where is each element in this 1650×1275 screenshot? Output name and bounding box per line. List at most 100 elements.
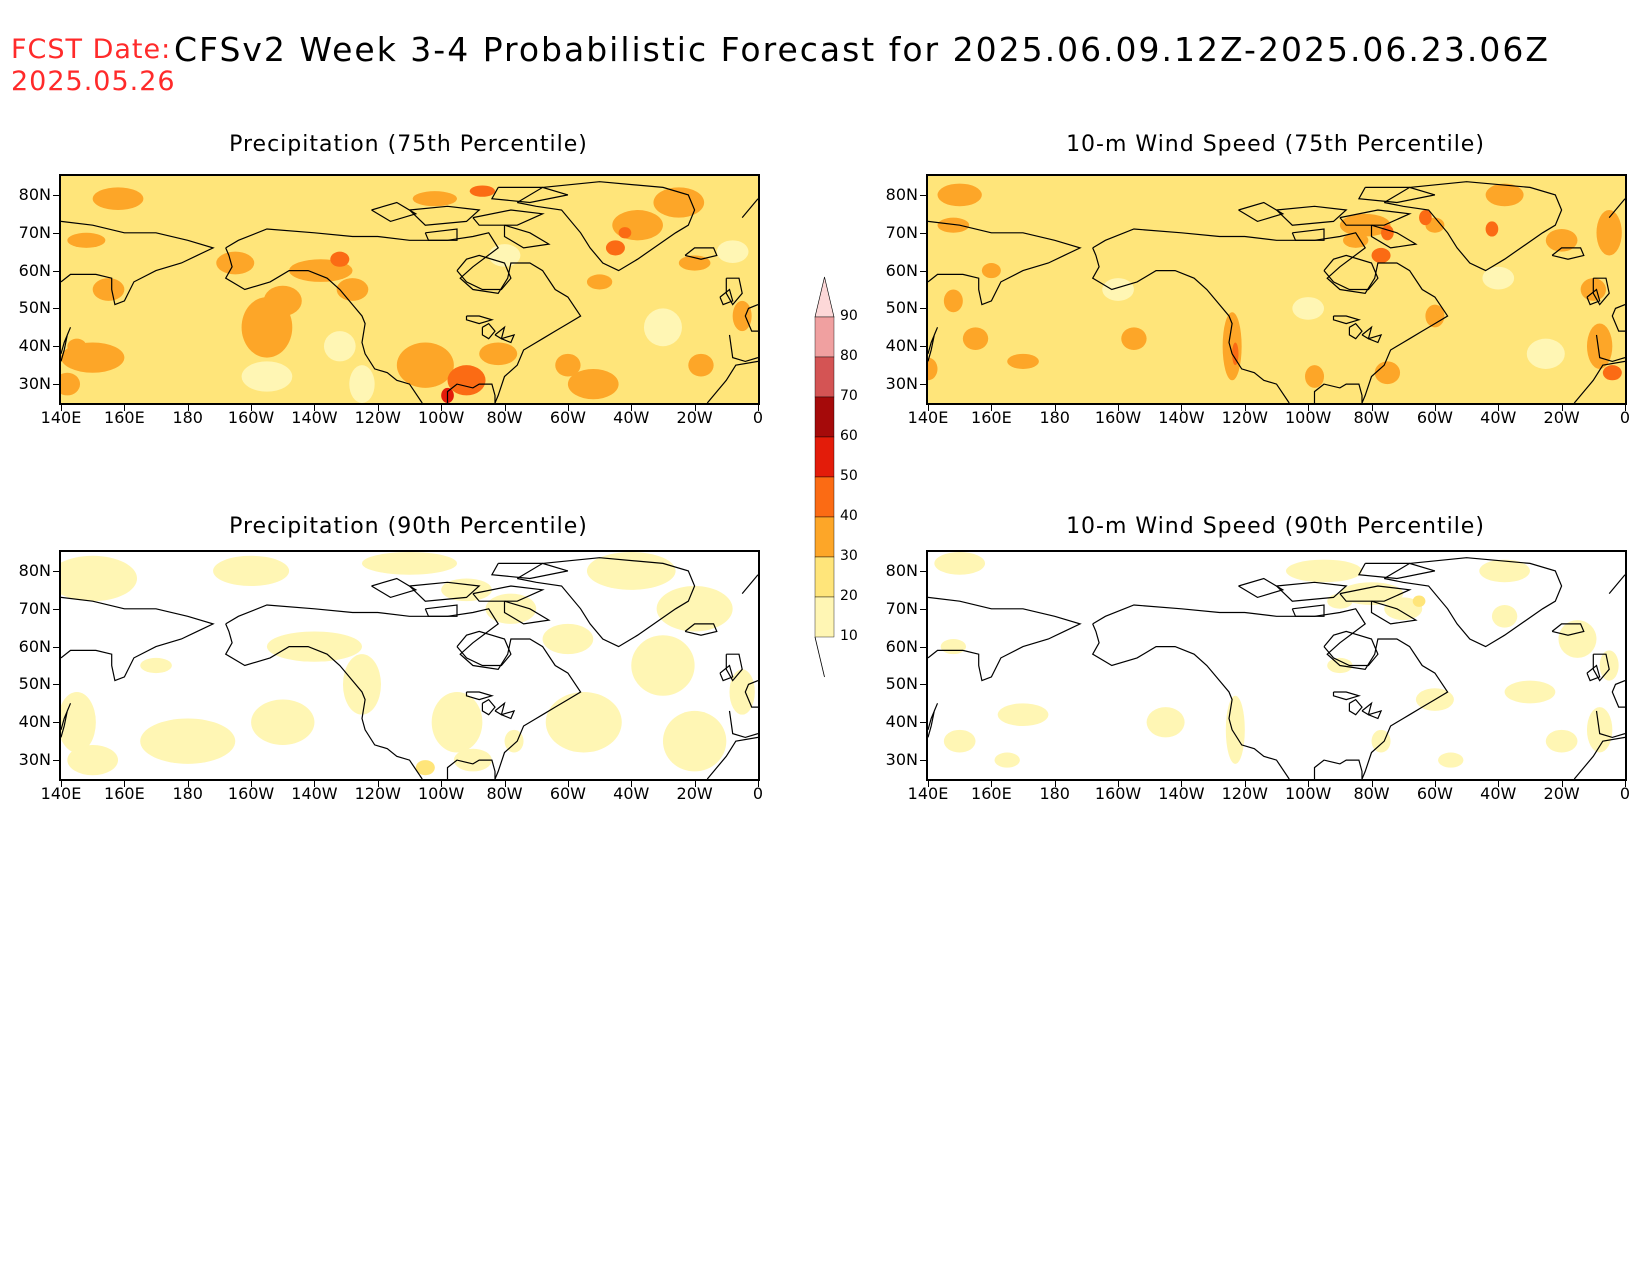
probability-contour <box>263 285 302 316</box>
lon-tick-label: 40W <box>613 408 650 427</box>
lon-tick-label: 80W <box>1353 408 1390 427</box>
colorbar-bottom-tail <box>814 636 825 678</box>
precip-75-map <box>59 174 760 405</box>
lon-tick-label: 60W <box>549 408 586 427</box>
lat-tick-label: 40N <box>18 712 51 732</box>
lat-tick-mark <box>920 722 926 724</box>
lat-tick-mark <box>920 384 926 386</box>
probability-contour <box>61 691 96 753</box>
probability-contour <box>605 240 625 256</box>
lat-tick-mark <box>53 646 59 648</box>
coastline <box>1361 701 1373 716</box>
probability-contour <box>431 691 483 753</box>
lon-tick-mark <box>61 405 62 411</box>
lon-tick-label: 140E <box>40 784 82 803</box>
coastline <box>744 680 758 708</box>
probability-contour <box>1425 304 1445 328</box>
lon-tick-mark <box>928 405 929 411</box>
coastline <box>490 562 569 580</box>
coastline <box>728 710 758 739</box>
coastline <box>371 201 418 223</box>
lon-tick-label: 160W <box>1094 408 1142 427</box>
coastline <box>741 574 758 594</box>
lat-tick-mark <box>920 684 926 686</box>
probability-contour <box>1545 729 1578 753</box>
coastline <box>465 691 494 701</box>
lon-tick-mark <box>1561 781 1563 787</box>
coastline <box>409 581 481 602</box>
map-field-graphic <box>928 552 1625 779</box>
lon-tick-label: 0 <box>752 784 764 803</box>
lat-tick-mark <box>53 270 59 272</box>
coastline <box>1595 334 1625 363</box>
lon-tick-label: 0 <box>1619 784 1631 803</box>
probability-contour <box>1596 210 1622 256</box>
colorbar-segment <box>814 556 835 598</box>
lat-tick-mark <box>920 308 926 310</box>
probability-contour <box>934 552 986 575</box>
coastline <box>516 557 696 648</box>
lon-tick-label: 0 <box>1619 408 1631 427</box>
lat-tick-mark <box>53 608 59 610</box>
coastline <box>1291 228 1325 241</box>
lat-tick-mark <box>920 646 926 648</box>
coastline <box>1592 277 1610 306</box>
lon-tick-label: 80W <box>486 784 523 803</box>
lat-tick-mark <box>920 270 926 272</box>
panel-title-precip-90: Precipitation (90th Percentile) <box>229 514 588 539</box>
coastline <box>503 600 551 625</box>
probability-contour <box>1121 327 1147 351</box>
colorbar-segment <box>814 596 835 638</box>
probability-contour <box>342 654 381 715</box>
lon-tick-label: 100W <box>1284 784 1332 803</box>
lon-tick-label: 140W <box>291 408 338 427</box>
lat-tick-mark <box>53 194 59 196</box>
lon-tick-mark <box>1308 405 1310 411</box>
lat-tick-label: 80N <box>885 184 918 204</box>
probability-contour <box>67 232 106 248</box>
lon-tick-mark <box>1434 405 1436 411</box>
probability-contour <box>396 342 454 388</box>
lat-tick-mark <box>920 232 926 234</box>
panel-title-wind-90: 10-m Wind Speed (90th Percentile) <box>1066 514 1485 539</box>
lon-tick-label: 120W <box>354 784 401 803</box>
coastline <box>501 709 516 720</box>
probability-contour <box>1286 559 1363 583</box>
coastline <box>1586 664 1601 682</box>
lon-tick-label: 140E <box>40 408 82 427</box>
probability-contour <box>349 365 375 403</box>
lon-tick-mark <box>1181 781 1183 787</box>
probability-contour <box>1381 225 1394 241</box>
lon-tick-mark <box>567 781 569 787</box>
coastline <box>1323 630 1379 667</box>
lon-tick-label: 180 <box>1039 408 1070 427</box>
coastline <box>1357 562 1436 580</box>
lon-tick-label: 60W <box>549 784 586 803</box>
probability-contour <box>1558 620 1597 658</box>
lon-tick-label: 160E <box>971 784 1012 803</box>
coastline <box>725 277 743 306</box>
lon-tick-mark <box>1371 405 1373 411</box>
lon-tick-mark <box>251 405 253 411</box>
probability-contour <box>618 227 632 239</box>
colorbar-segment <box>814 476 835 518</box>
lat-tick-label: 60N <box>885 260 918 280</box>
coastline <box>472 585 545 602</box>
coastline <box>424 228 458 241</box>
probability-contour <box>940 639 967 655</box>
coastline <box>928 220 1082 306</box>
lon-tick-mark <box>1244 781 1246 787</box>
colorbar-level-label: 60 <box>840 428 858 444</box>
lat-tick-label: 80N <box>18 184 51 204</box>
probability-contour <box>937 217 970 233</box>
coastline <box>409 205 481 226</box>
probability-contour <box>441 578 492 602</box>
colorbar-legend: 90 80 70 60 50 40 30 20 10 <box>810 272 870 692</box>
probability-contour <box>656 586 733 632</box>
lon-tick-mark <box>124 405 126 411</box>
coastline <box>1592 653 1610 682</box>
lat-tick-mark <box>920 760 926 762</box>
probability-contour <box>631 635 695 696</box>
lon-tick-label: 140E <box>907 784 949 803</box>
lat-tick-label: 60N <box>18 636 51 656</box>
